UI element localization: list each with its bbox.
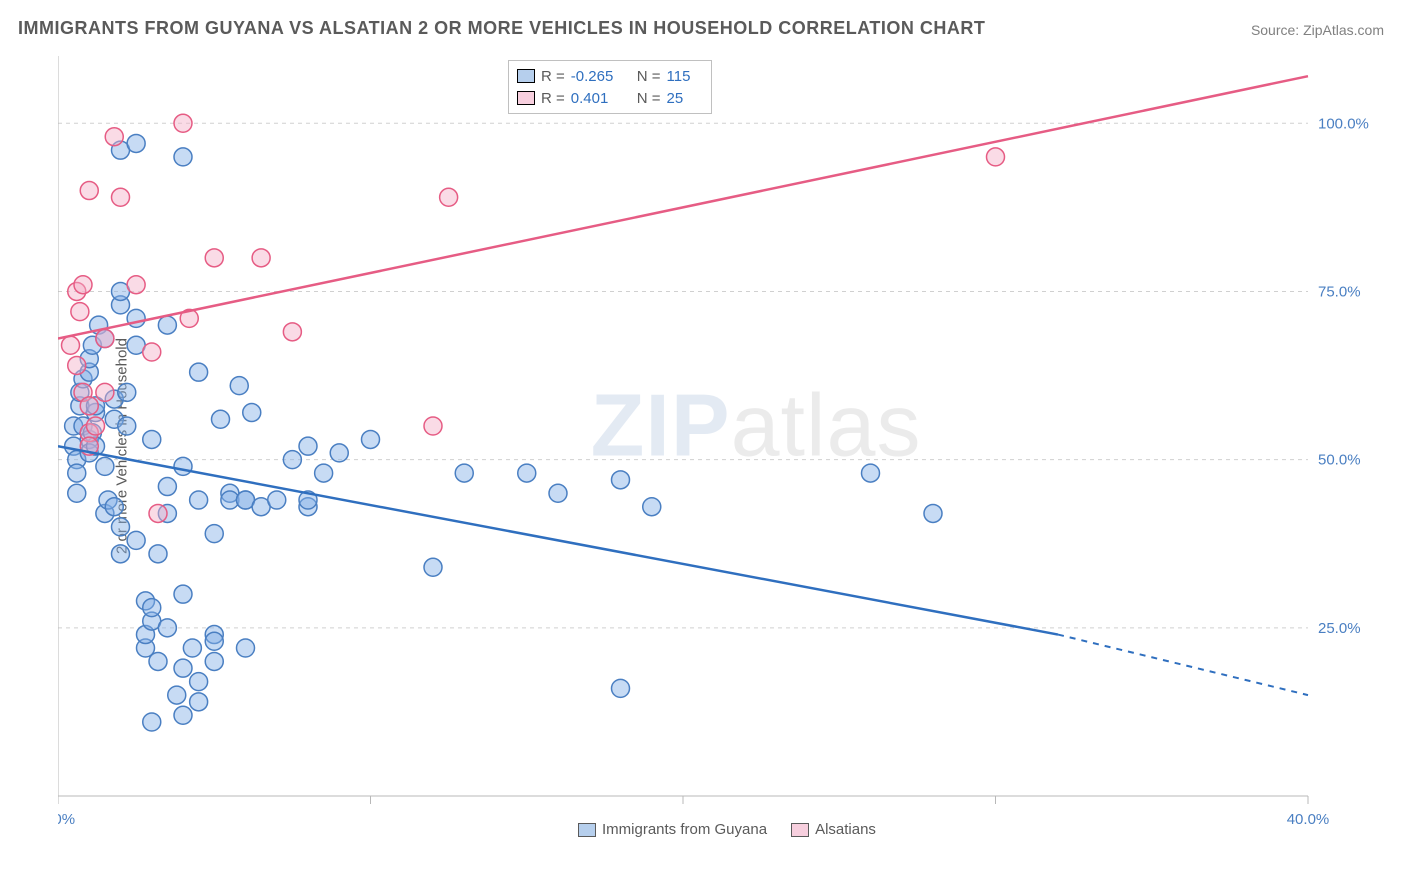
r-value: -0.265 bbox=[571, 68, 631, 85]
svg-text:50.0%: 50.0% bbox=[1318, 452, 1361, 469]
legend-item: Immigrants from Guyana bbox=[578, 821, 767, 838]
n-label: N = bbox=[637, 68, 661, 85]
r-value: 0.401 bbox=[571, 90, 631, 107]
r-label: R = bbox=[541, 90, 565, 107]
svg-text:75.0%: 75.0% bbox=[1318, 283, 1361, 300]
scatter-plot: 25.0% 50.0% 75.0% 100.0% 0.0% 40.0% bbox=[58, 56, 1388, 836]
chart-title: IMMIGRANTS FROM GUYANA VS ALSATIAN 2 OR … bbox=[18, 18, 985, 39]
r-label: R = bbox=[541, 68, 565, 85]
n-value: 25 bbox=[667, 90, 703, 107]
source-attribution: Source: ZipAtlas.com bbox=[1251, 22, 1384, 38]
legend-item: Alsatians bbox=[791, 821, 876, 838]
svg-text:100.0%: 100.0% bbox=[1318, 115, 1369, 132]
svg-text:40.0%: 40.0% bbox=[1287, 811, 1330, 828]
legend-correlation: R = -0.265 N = 115 R = 0.401 N = 25 bbox=[508, 60, 712, 114]
svg-text:25.0%: 25.0% bbox=[1318, 620, 1361, 637]
n-label: N = bbox=[637, 90, 661, 107]
legend-swatch bbox=[791, 823, 809, 837]
chart-area: 25.0%50.0%75.0%100.0%0.0%40.0% ZIPatlas … bbox=[58, 56, 1388, 836]
legend-swatch bbox=[578, 823, 596, 837]
legend-swatch bbox=[517, 91, 535, 105]
legend-swatch bbox=[517, 69, 535, 83]
legend-label: Alsatians bbox=[815, 821, 876, 838]
legend-series: Immigrants from Guyana Alsatians bbox=[578, 821, 876, 838]
legend-row: R = -0.265 N = 115 bbox=[517, 65, 703, 87]
legend-row: R = 0.401 N = 25 bbox=[517, 87, 703, 109]
svg-text:0.0%: 0.0% bbox=[58, 811, 75, 828]
n-value: 115 bbox=[667, 68, 703, 85]
legend-label: Immigrants from Guyana bbox=[602, 821, 767, 838]
